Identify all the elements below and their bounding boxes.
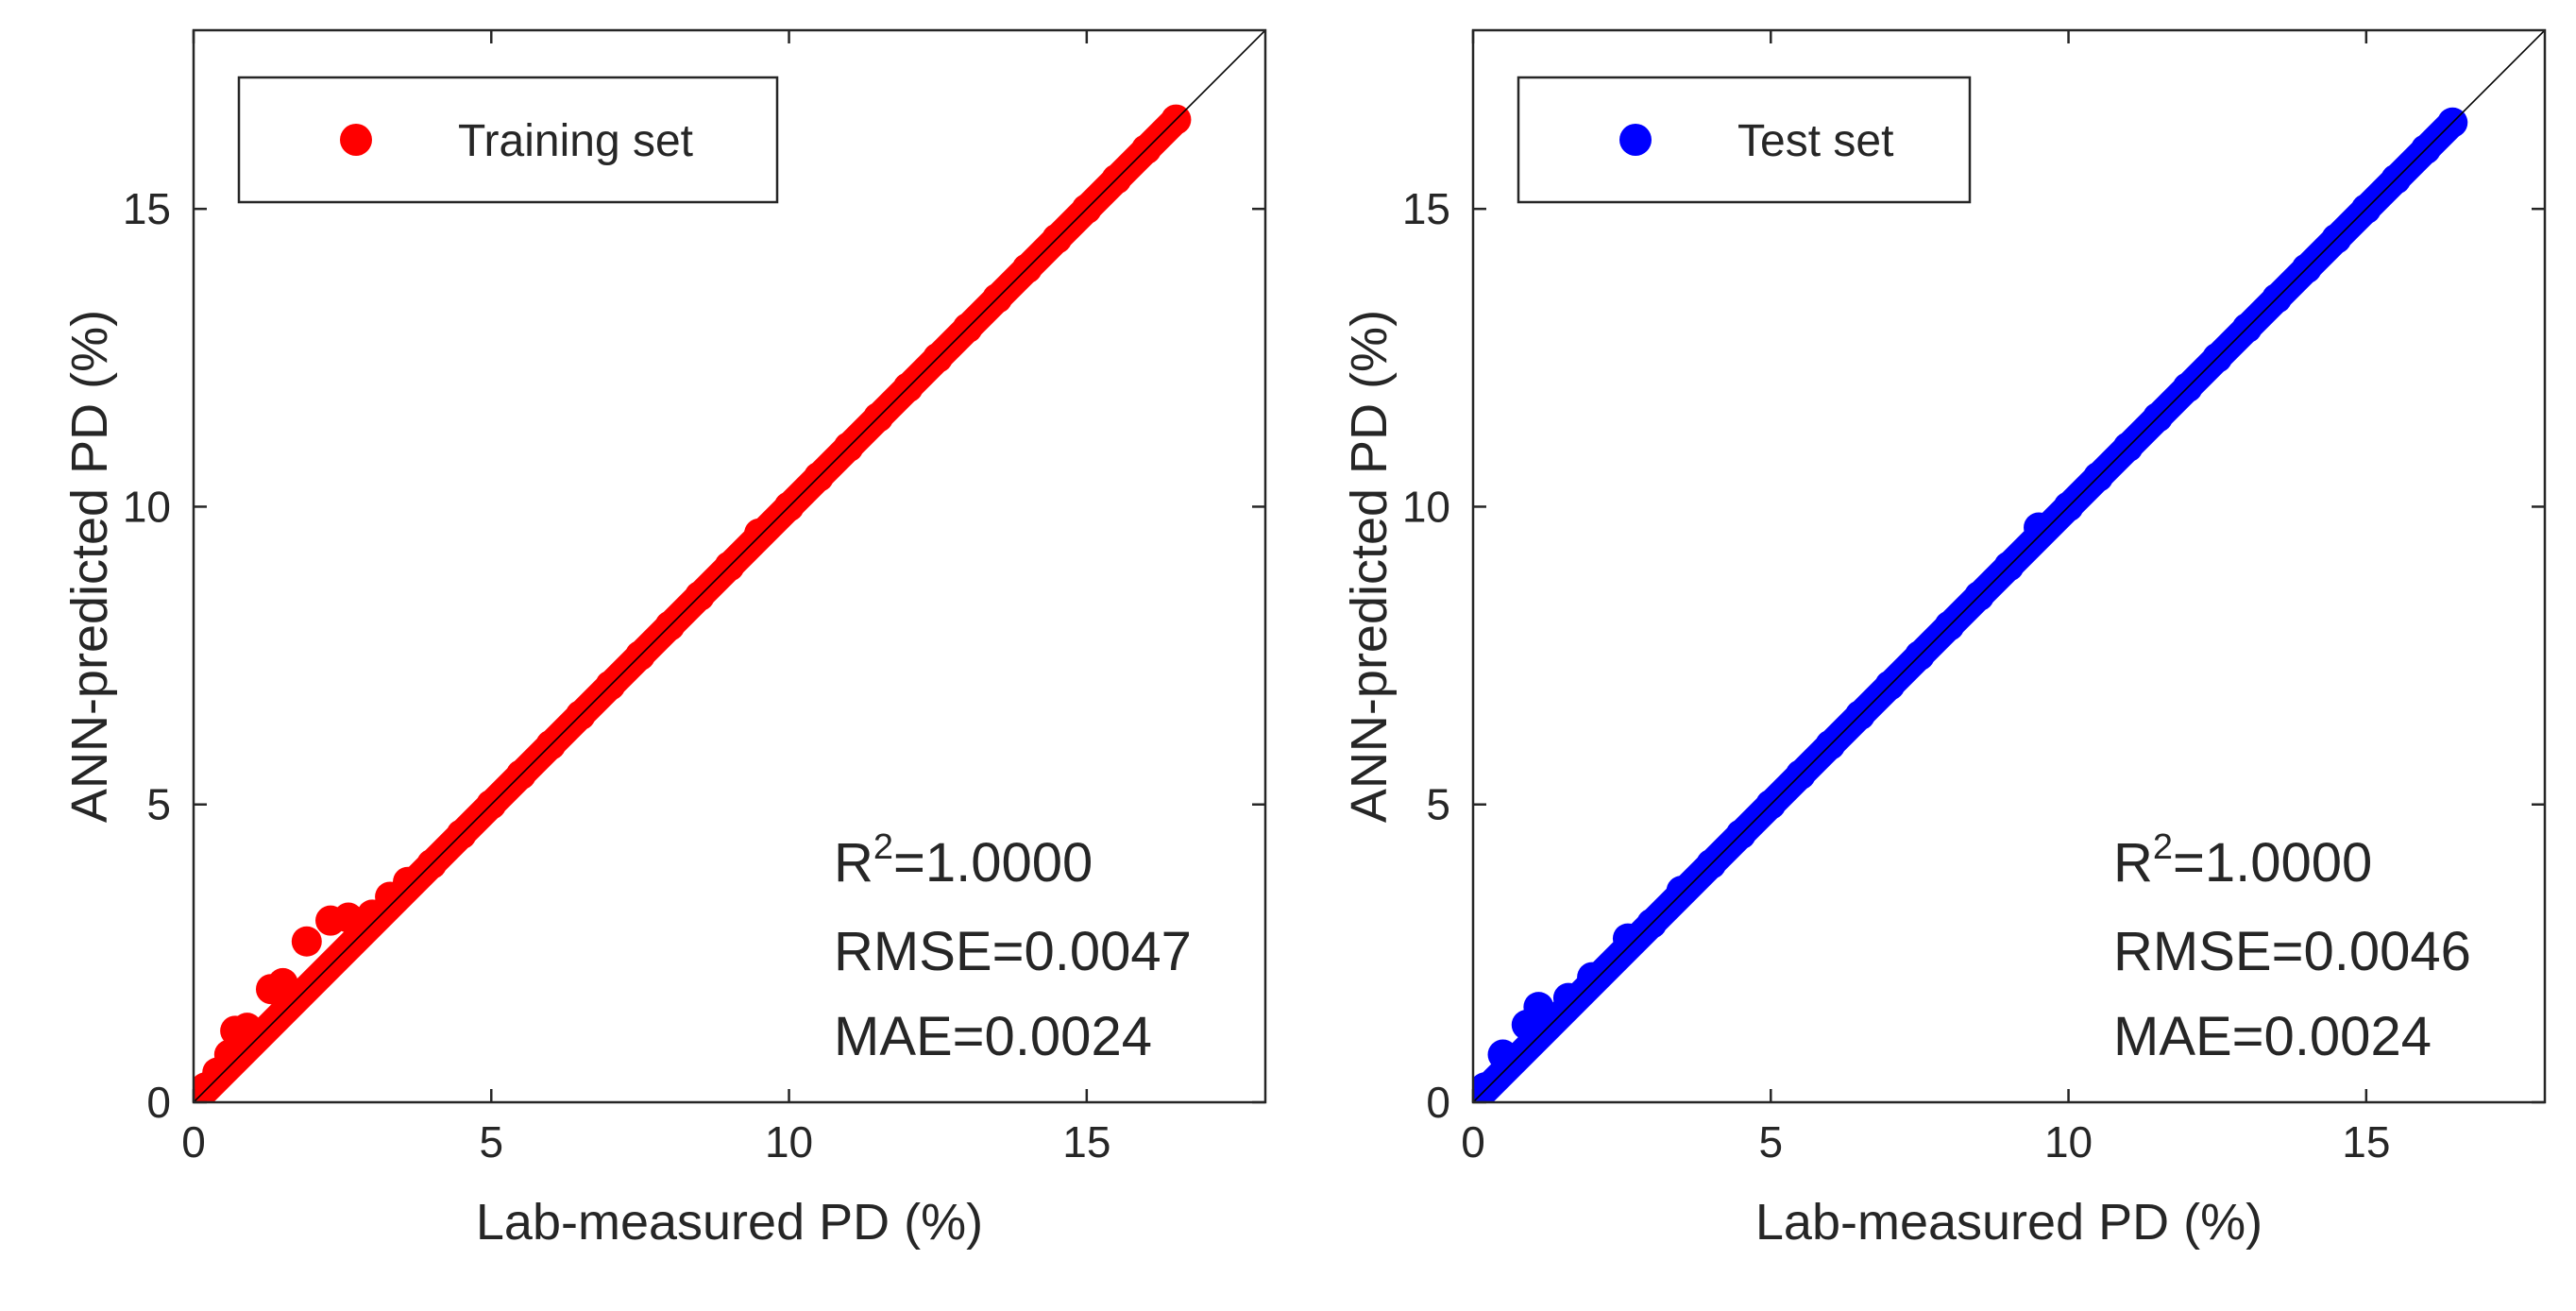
data-point [1487, 1039, 1518, 1070]
data-point [1523, 992, 1554, 1023]
r2-annotation: R2=1.0000 [834, 827, 1093, 894]
reference-line [194, 30, 1265, 1102]
data-point [744, 518, 775, 549]
r2-annotation: R2=1.0000 [2113, 827, 2372, 894]
x-tick-label: 10 [765, 1117, 813, 1166]
axes-box [192, 28, 1267, 1104]
data-point [1473, 1072, 1500, 1102]
y-axis-label: ANN-predicted PD (%) [61, 310, 118, 823]
legend-box [1517, 76, 1972, 204]
data-point [1552, 982, 1584, 1013]
data-point [213, 1039, 245, 1070]
legend-box [237, 76, 779, 204]
legend-label: Training set [458, 116, 693, 166]
y-tick-label: 15 [123, 184, 171, 233]
x-axis-label: Lab-measured PD (%) [1755, 1194, 2262, 1251]
y-tick-label: 5 [1426, 780, 1450, 829]
x-tick-label: 10 [2044, 1117, 2093, 1166]
y-tick-label: 15 [1402, 184, 1450, 233]
data-point [393, 866, 423, 897]
data-layer [1473, 30, 2545, 1102]
r2-prefix: R [2113, 832, 2153, 894]
mae-annotation: MAE=0.0024 [2113, 1006, 2432, 1067]
x-axis-label: Lab-measured PD (%) [476, 1194, 983, 1251]
chart-panel-2: 00 5 5 10 10 15 15 Lab-measured PD (%) ANN-predi… [1341, 28, 2547, 1251]
x-tick-label: 0 [181, 1117, 206, 1166]
data-point [1577, 962, 1608, 993]
x-tick-label: 15 [2342, 1117, 2390, 1166]
data-point [291, 926, 322, 957]
data-point [2024, 512, 2055, 543]
r2-superscript: 2 [873, 827, 893, 867]
data-point [231, 1013, 263, 1044]
y-tick-label: 5 [146, 780, 171, 829]
x-tick-label: 5 [479, 1117, 503, 1166]
r2-superscript: 2 [2153, 827, 2173, 867]
r2-value: =1.0000 [893, 832, 1093, 894]
data-point [332, 902, 364, 933]
mae-annotation: MAE=0.0024 [834, 1006, 1152, 1067]
reference-line [1473, 30, 2545, 1102]
r2-prefix: R [834, 832, 873, 894]
y-tick-label: 0 [1426, 1078, 1450, 1127]
legend-label: Test set [1737, 116, 1893, 166]
rmse-annotation: RMSE=0.0047 [834, 921, 1192, 982]
data-point [1612, 923, 1643, 954]
r2-value: =1.0000 [2173, 832, 2372, 894]
data-point [267, 967, 298, 998]
y-tick-label: 0 [146, 1078, 171, 1127]
legend-marker [1619, 124, 1652, 156]
x-tick-label: 15 [1062, 1117, 1110, 1166]
data-point [1666, 876, 1697, 907]
axes-box [1471, 28, 2547, 1104]
x-tick-label: 0 [1461, 1117, 1485, 1166]
y-tick-label: 10 [1402, 482, 1450, 531]
rmse-annotation: RMSE=0.0046 [2113, 921, 2471, 982]
legend-marker [340, 124, 372, 156]
chart-panel-1: 00 5 5 10 10 15 15 Lab-measured PD (%) ANN-predi… [61, 28, 1267, 1251]
y-axis-label: ANN-predicted PD (%) [1341, 310, 1398, 823]
x-tick-label: 5 [1758, 1117, 1783, 1166]
y-tick-label: 10 [123, 482, 171, 531]
data-layer [194, 30, 1265, 1102]
